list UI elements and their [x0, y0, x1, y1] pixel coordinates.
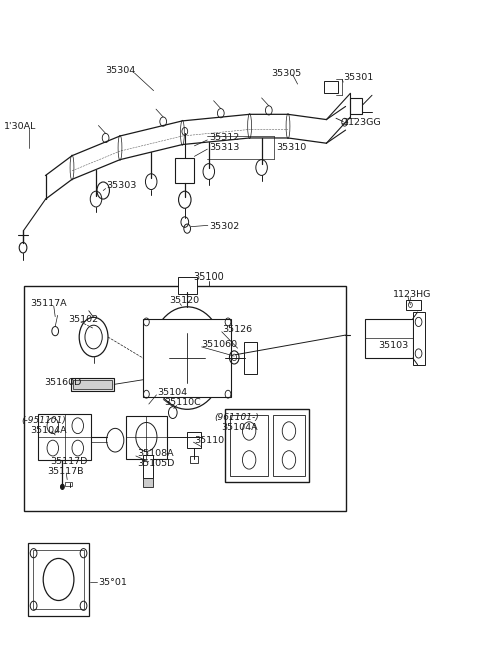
Bar — [73, 380, 112, 389]
Bar — [65, 482, 72, 486]
Text: 35°01: 35°01 — [98, 578, 127, 587]
Text: 35105D: 35105D — [137, 459, 174, 468]
Bar — [143, 455, 153, 478]
Text: (-951101): (-951101) — [22, 416, 66, 425]
Bar — [365, 319, 413, 358]
Text: 35104: 35104 — [157, 388, 188, 397]
Text: 35102: 35102 — [69, 315, 99, 325]
Text: 35160D: 35160D — [44, 378, 82, 387]
Text: 35104A: 35104A — [221, 423, 257, 432]
Text: 35120: 35120 — [169, 296, 199, 306]
Text: 35117A: 35117A — [30, 299, 67, 308]
Text: 35303: 35303 — [107, 181, 137, 191]
Text: (961101-): (961101-) — [215, 413, 259, 422]
Bar — [24, 286, 346, 511]
Bar — [178, 277, 197, 294]
Bar — [225, 409, 309, 482]
Bar — [244, 342, 257, 374]
Text: 35305: 35305 — [271, 69, 301, 78]
Bar — [126, 416, 167, 459]
Text: 1123GG: 1123GG — [343, 118, 382, 127]
Bar — [273, 415, 305, 476]
Bar — [28, 543, 89, 616]
Text: 35110: 35110 — [194, 436, 225, 445]
Text: 35108A: 35108A — [137, 449, 173, 458]
Bar — [350, 98, 362, 114]
Text: 35302: 35302 — [209, 221, 239, 231]
Bar — [38, 414, 91, 460]
Bar — [143, 478, 153, 487]
Bar — [175, 158, 194, 183]
Bar — [71, 378, 114, 391]
Text: 35313: 35313 — [209, 143, 239, 152]
Text: 35117D: 35117D — [50, 457, 88, 466]
Text: 35304: 35304 — [106, 66, 136, 76]
Text: 351060: 351060 — [202, 340, 238, 349]
Bar — [230, 415, 268, 476]
Text: 35312: 35312 — [209, 133, 239, 143]
Bar — [324, 81, 338, 93]
Text: 1123HG: 1123HG — [393, 290, 431, 299]
Text: 35103: 35103 — [378, 341, 408, 350]
Bar — [406, 300, 421, 310]
Bar — [187, 432, 201, 448]
Bar — [413, 312, 425, 365]
Text: 35301: 35301 — [343, 73, 373, 82]
Bar — [143, 319, 231, 397]
Text: 35110C: 35110C — [165, 398, 202, 407]
Bar — [190, 456, 198, 463]
Circle shape — [60, 484, 64, 489]
Text: 35310: 35310 — [276, 143, 306, 152]
Text: 35104A: 35104A — [30, 426, 66, 435]
Text: 35100: 35100 — [193, 272, 224, 283]
Text: 35126: 35126 — [222, 325, 252, 334]
Text: 1'30AL: 1'30AL — [4, 122, 36, 131]
Text: 35117B: 35117B — [47, 466, 84, 476]
Bar — [33, 550, 84, 609]
